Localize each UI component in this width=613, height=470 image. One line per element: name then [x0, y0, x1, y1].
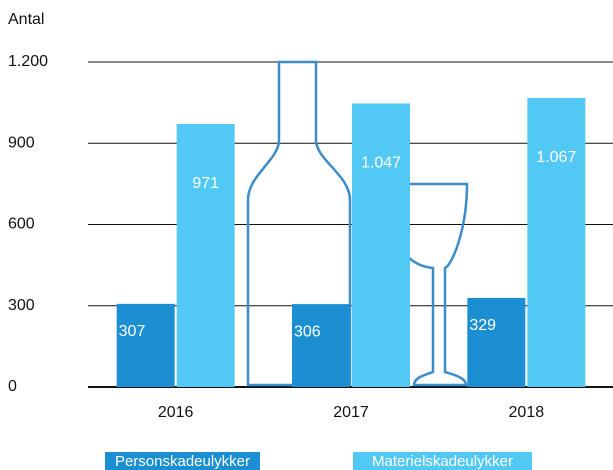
bar — [177, 124, 235, 387]
bar — [352, 103, 410, 387]
value-label: 307 — [119, 323, 146, 340]
legend-label: Personskadeulykker — [115, 453, 250, 470]
chart: Antal 0 300 600 900 1.200 2016 307 971 2017 306 1… — [0, 0, 613, 470]
value-label: 306 — [294, 323, 321, 340]
x-tick-label: 2017 — [333, 404, 369, 421]
bar — [527, 98, 585, 387]
value-label: 1.067 — [536, 149, 576, 166]
y-tick-label: 600 — [8, 216, 35, 233]
y-tick-label: 1.200 — [8, 53, 48, 70]
x-tick-label: 2018 — [509, 404, 545, 421]
x-tick-label: 2016 — [158, 404, 194, 421]
y-tick-label: 900 — [8, 134, 35, 151]
y-axis-label: Antal — [8, 11, 44, 28]
bar — [117, 304, 175, 387]
y-tick-label: 300 — [8, 297, 35, 314]
legend-label: Materielskadeulykker — [372, 453, 513, 470]
value-label: 971 — [192, 175, 219, 192]
bar — [467, 298, 525, 387]
bar — [292, 304, 350, 387]
value-label: 1.047 — [361, 155, 401, 172]
y-tick-label: 0 — [8, 378, 17, 395]
value-label: 329 — [469, 317, 496, 334]
